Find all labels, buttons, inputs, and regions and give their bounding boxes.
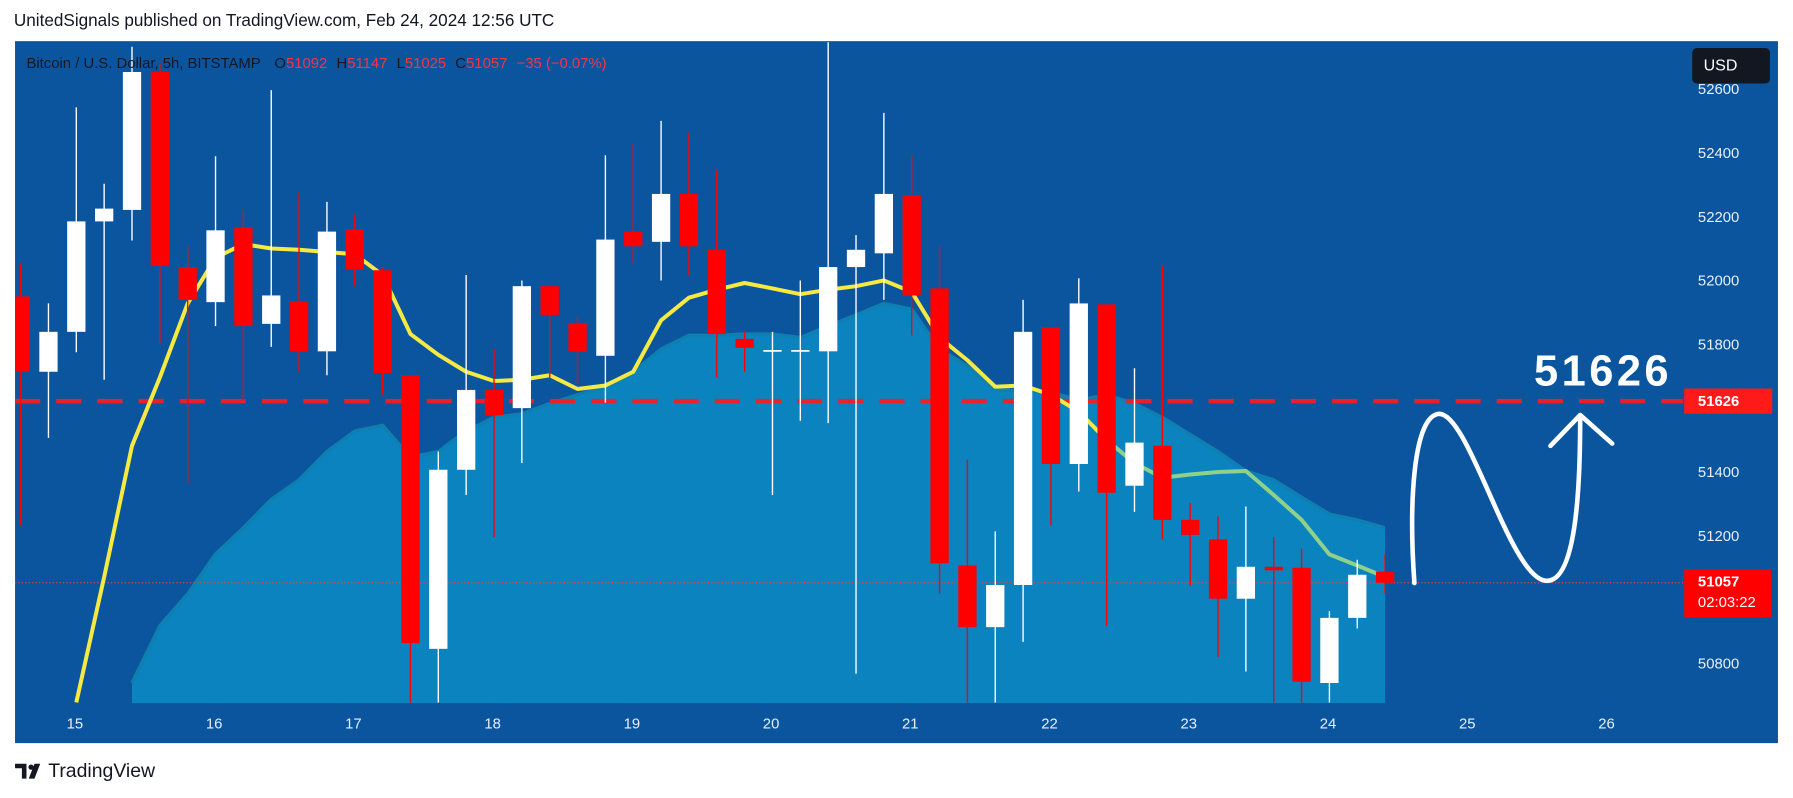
legend-item: 51092 [286, 56, 327, 72]
candle-body [289, 301, 309, 352]
y-tick-label: 51200 [1698, 529, 1739, 545]
candle-body [568, 322, 587, 352]
plot-area [15, 42, 1684, 704]
candle-body [122, 71, 142, 210]
legend-item: −35 (−0.07%) [517, 56, 607, 72]
x-tick-label: 23 [1181, 717, 1198, 733]
y-tick-label: 52600 [1698, 82, 1739, 98]
candle-body [679, 193, 699, 247]
level-label: 51626 [1698, 394, 1739, 410]
candle-body [986, 584, 1005, 628]
candle-body [902, 195, 921, 296]
x-tick-label: 26 [1598, 717, 1615, 733]
candle-body [457, 389, 476, 470]
currency-button-label[interactable]: USD [1704, 58, 1738, 75]
candle-body [707, 249, 726, 335]
candle-body [512, 286, 532, 409]
countdown-label: 02:03:22 [1698, 595, 1756, 611]
candle-body [1041, 327, 1061, 465]
y-tick-label: 52200 [1698, 210, 1739, 226]
candle-body [846, 249, 866, 268]
level-label-box [1684, 388, 1773, 414]
tradingview-logo [15, 763, 41, 779]
candle-body [1236, 566, 1256, 599]
candle-body [234, 227, 253, 327]
hand-drawn-arrow [1409, 411, 1583, 586]
area-edge [130, 301, 1386, 684]
x-tick-label: 22 [1041, 717, 1058, 733]
candle-body [1264, 566, 1283, 571]
candle-body [1181, 519, 1200, 535]
candle-body [819, 267, 838, 352]
y-tick-label: 51800 [1698, 337, 1739, 353]
x-tick-label: 16 [206, 717, 223, 733]
footer: TradingView [48, 760, 156, 782]
candle-body [39, 331, 58, 372]
candle-body [317, 231, 337, 352]
candle-body [95, 208, 114, 222]
legend-item: C [455, 56, 466, 72]
candle-body [150, 71, 169, 266]
candle-body [1153, 445, 1172, 520]
candle-body [1013, 331, 1033, 585]
y-tick-label: 50800 [1698, 657, 1739, 673]
y-tick-label: 52400 [1698, 146, 1739, 162]
legend-item: O [274, 56, 286, 72]
candle-body [1320, 617, 1339, 683]
target-annotation: 51626 [1534, 347, 1672, 395]
x-tick-label: 20 [763, 717, 780, 733]
candle-body [763, 350, 782, 352]
candle-body [735, 338, 754, 348]
candle-body [1208, 539, 1228, 599]
x-tick-label: 18 [484, 717, 501, 733]
overlay: 50800 51200 51400 51800 52000 52200 52400 52600… [67, 82, 1773, 733]
candle-body [1069, 303, 1088, 465]
y-tick-label: 52000 [1698, 274, 1739, 290]
last-price-label: 51057 [1698, 575, 1739, 591]
candle-body [484, 389, 504, 416]
candle-body [651, 193, 671, 242]
candle-body [1125, 442, 1144, 486]
legend-item: 51057 [466, 56, 507, 72]
currency-button[interactable] [1692, 48, 1770, 84]
candle-body [540, 286, 559, 315]
candle-body [178, 267, 197, 300]
legend-item: Bitcoin / U.S. Dollar, 5h, BITSTAMP [26, 56, 260, 72]
x-tick-label: 21 [902, 717, 919, 733]
legend-item: 51147 [347, 56, 387, 72]
candle-body [345, 229, 364, 270]
header: UnitedSignals published on TradingView.c… [14, 10, 554, 30]
candle-body [429, 469, 448, 649]
candle-body [15, 296, 30, 372]
candle-body [262, 295, 281, 324]
indicator-line [1105, 438, 1386, 579]
x-tick-label: 17 [345, 717, 362, 733]
candle-body [596, 239, 615, 356]
last-price-box [1684, 569, 1772, 618]
legend-item: L [397, 56, 405, 72]
candle-body [874, 193, 894, 254]
candle-body [624, 231, 643, 247]
candle-body [1292, 567, 1311, 682]
candle-body [958, 565, 977, 628]
candle-body [1348, 574, 1367, 618]
x-tick-label: 24 [1320, 717, 1337, 733]
candle-body [791, 350, 810, 352]
candle-body [206, 230, 225, 303]
arrow-head [1548, 412, 1615, 449]
candle-body [373, 270, 392, 374]
x-tick-label: 15 [67, 717, 84, 733]
legend-item: H [336, 56, 347, 72]
candle-body [1375, 571, 1395, 583]
y-tick-label: 51400 [1698, 465, 1739, 481]
candle-body [67, 221, 86, 332]
candle-body [930, 288, 949, 564]
legend-item: 51025 [405, 56, 446, 72]
candle-body [401, 375, 420, 644]
legend: Bitcoin / U.S. Dollar, 5h, BITSTAMP O5109… [26, 56, 606, 72]
candle-body [1097, 304, 1116, 493]
x-tick-label: 25 [1459, 717, 1476, 733]
x-tick-label: 19 [624, 717, 641, 733]
